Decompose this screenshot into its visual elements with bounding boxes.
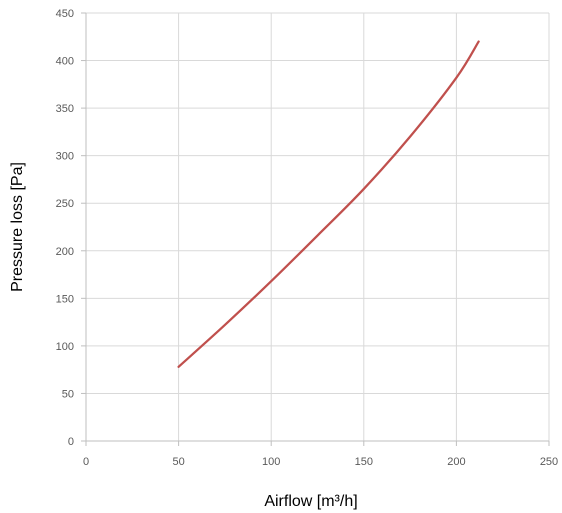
- y-tick-label: 0: [68, 436, 74, 448]
- y-tick-label: 200: [56, 246, 74, 258]
- series-line: [177, 40, 480, 368]
- x-tick-label: 150: [355, 456, 373, 468]
- y-tick-label: 450: [56, 8, 74, 20]
- x-tick-label: 0: [83, 456, 89, 468]
- y-tick-label: 250: [56, 198, 74, 210]
- y-tick-label: 100: [56, 341, 74, 353]
- y-tick-label: 300: [56, 151, 74, 163]
- axes: [81, 12, 550, 446]
- y-axis-title: Pressure loss [Pa]: [9, 162, 26, 292]
- x-tick-label: 200: [447, 456, 465, 468]
- x-tick-label: 250: [540, 456, 558, 468]
- series: [177, 40, 480, 368]
- x-axis-title: Airflow [m³/h]: [264, 493, 357, 510]
- y-tick-label: 350: [56, 103, 74, 115]
- gridlines: [86, 12, 550, 441]
- x-tick-label: 100: [262, 456, 280, 468]
- tick-labels: 0 50 100 150 200 250 300 350 400 450 0 50 100 150 200 2…: [56, 8, 559, 468]
- x-tick-label: 50: [172, 456, 184, 468]
- y-tick-label: 50: [62, 388, 74, 400]
- y-tick-label: 150: [56, 293, 74, 305]
- y-tick-label: 400: [56, 56, 74, 68]
